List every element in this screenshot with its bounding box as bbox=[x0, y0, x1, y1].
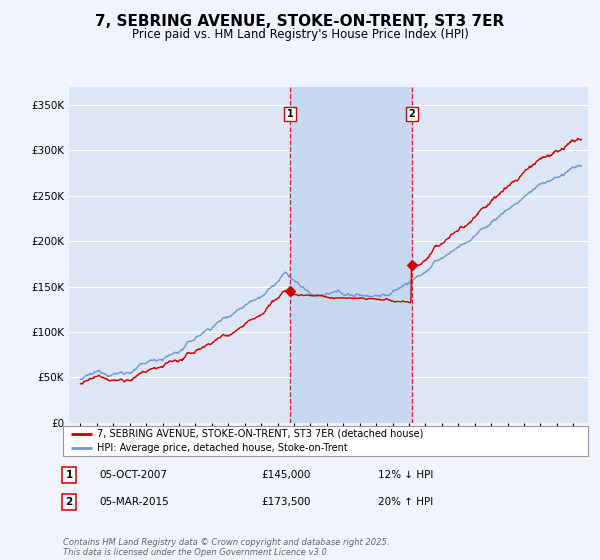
Text: 7, SEBRING AVENUE, STOKE-ON-TRENT, ST3 7ER (detached house): 7, SEBRING AVENUE, STOKE-ON-TRENT, ST3 7… bbox=[97, 429, 424, 439]
Text: 2: 2 bbox=[65, 497, 73, 507]
Text: 12% ↓ HPI: 12% ↓ HPI bbox=[378, 470, 433, 480]
Text: HPI: Average price, detached house, Stoke-on-Trent: HPI: Average price, detached house, Stok… bbox=[97, 443, 348, 453]
Text: 1: 1 bbox=[65, 470, 73, 480]
Text: 05-MAR-2015: 05-MAR-2015 bbox=[99, 497, 169, 507]
Text: 7, SEBRING AVENUE, STOKE-ON-TRENT, ST3 7ER: 7, SEBRING AVENUE, STOKE-ON-TRENT, ST3 7… bbox=[95, 14, 505, 29]
Text: Contains HM Land Registry data © Crown copyright and database right 2025.
This d: Contains HM Land Registry data © Crown c… bbox=[63, 538, 389, 557]
Text: Price paid vs. HM Land Registry's House Price Index (HPI): Price paid vs. HM Land Registry's House … bbox=[131, 28, 469, 41]
Text: 05-OCT-2007: 05-OCT-2007 bbox=[99, 470, 167, 480]
Text: 2: 2 bbox=[409, 109, 415, 119]
Text: £145,000: £145,000 bbox=[261, 470, 310, 480]
Text: 1: 1 bbox=[287, 109, 293, 119]
Text: £173,500: £173,500 bbox=[261, 497, 311, 507]
Text: 20% ↑ HPI: 20% ↑ HPI bbox=[378, 497, 433, 507]
Bar bbox=[290, 87, 412, 423]
